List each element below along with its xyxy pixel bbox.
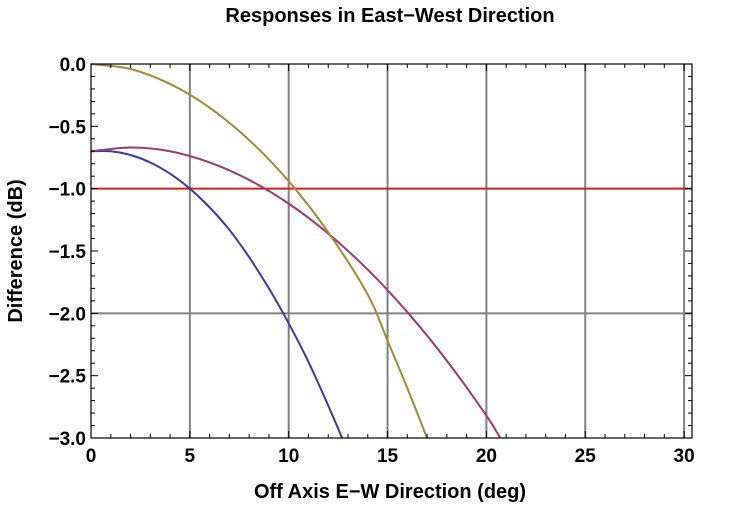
x-axis-label: Off Axis E−W Direction (deg)	[254, 481, 526, 503]
series-line-1	[90, 149, 343, 439]
y-tick-label: 0.0	[60, 55, 86, 76]
plot-frame	[90, 63, 693, 439]
y-tick-label: −1.5	[48, 242, 86, 263]
x-tick-label: 10	[278, 446, 299, 467]
chart-title: Responses in East−West Direction	[225, 5, 554, 27]
y-axis-label: Difference (dB)	[5, 179, 27, 322]
y-tick-label: −3.0	[48, 429, 86, 450]
x-tick-label: 20	[476, 446, 497, 467]
x-tick-label: 15	[377, 446, 399, 467]
tick-labels: 0 5 10 15 20 25 30 0.0 −0.5 −1.0 −1.5 −2.0 −2.5 −3.0	[48, 55, 694, 467]
axis-ticks	[90, 63, 692, 439]
x-tick-label: 30	[674, 446, 695, 467]
y-tick-label: −2.0	[48, 304, 86, 325]
series-line-2	[90, 146, 502, 439]
x-tick-label: 25	[575, 446, 597, 467]
y-tick-label: −0.5	[48, 117, 86, 138]
x-tick-label: 0	[86, 446, 97, 467]
x-tick-label: 5	[185, 446, 196, 467]
series-line-3	[90, 63, 429, 439]
series-layer	[90, 63, 502, 439]
grid-lines	[91, 64, 692, 438]
y-tick-label: −2.5	[48, 367, 86, 388]
y-tick-label: −1.0	[48, 180, 86, 201]
